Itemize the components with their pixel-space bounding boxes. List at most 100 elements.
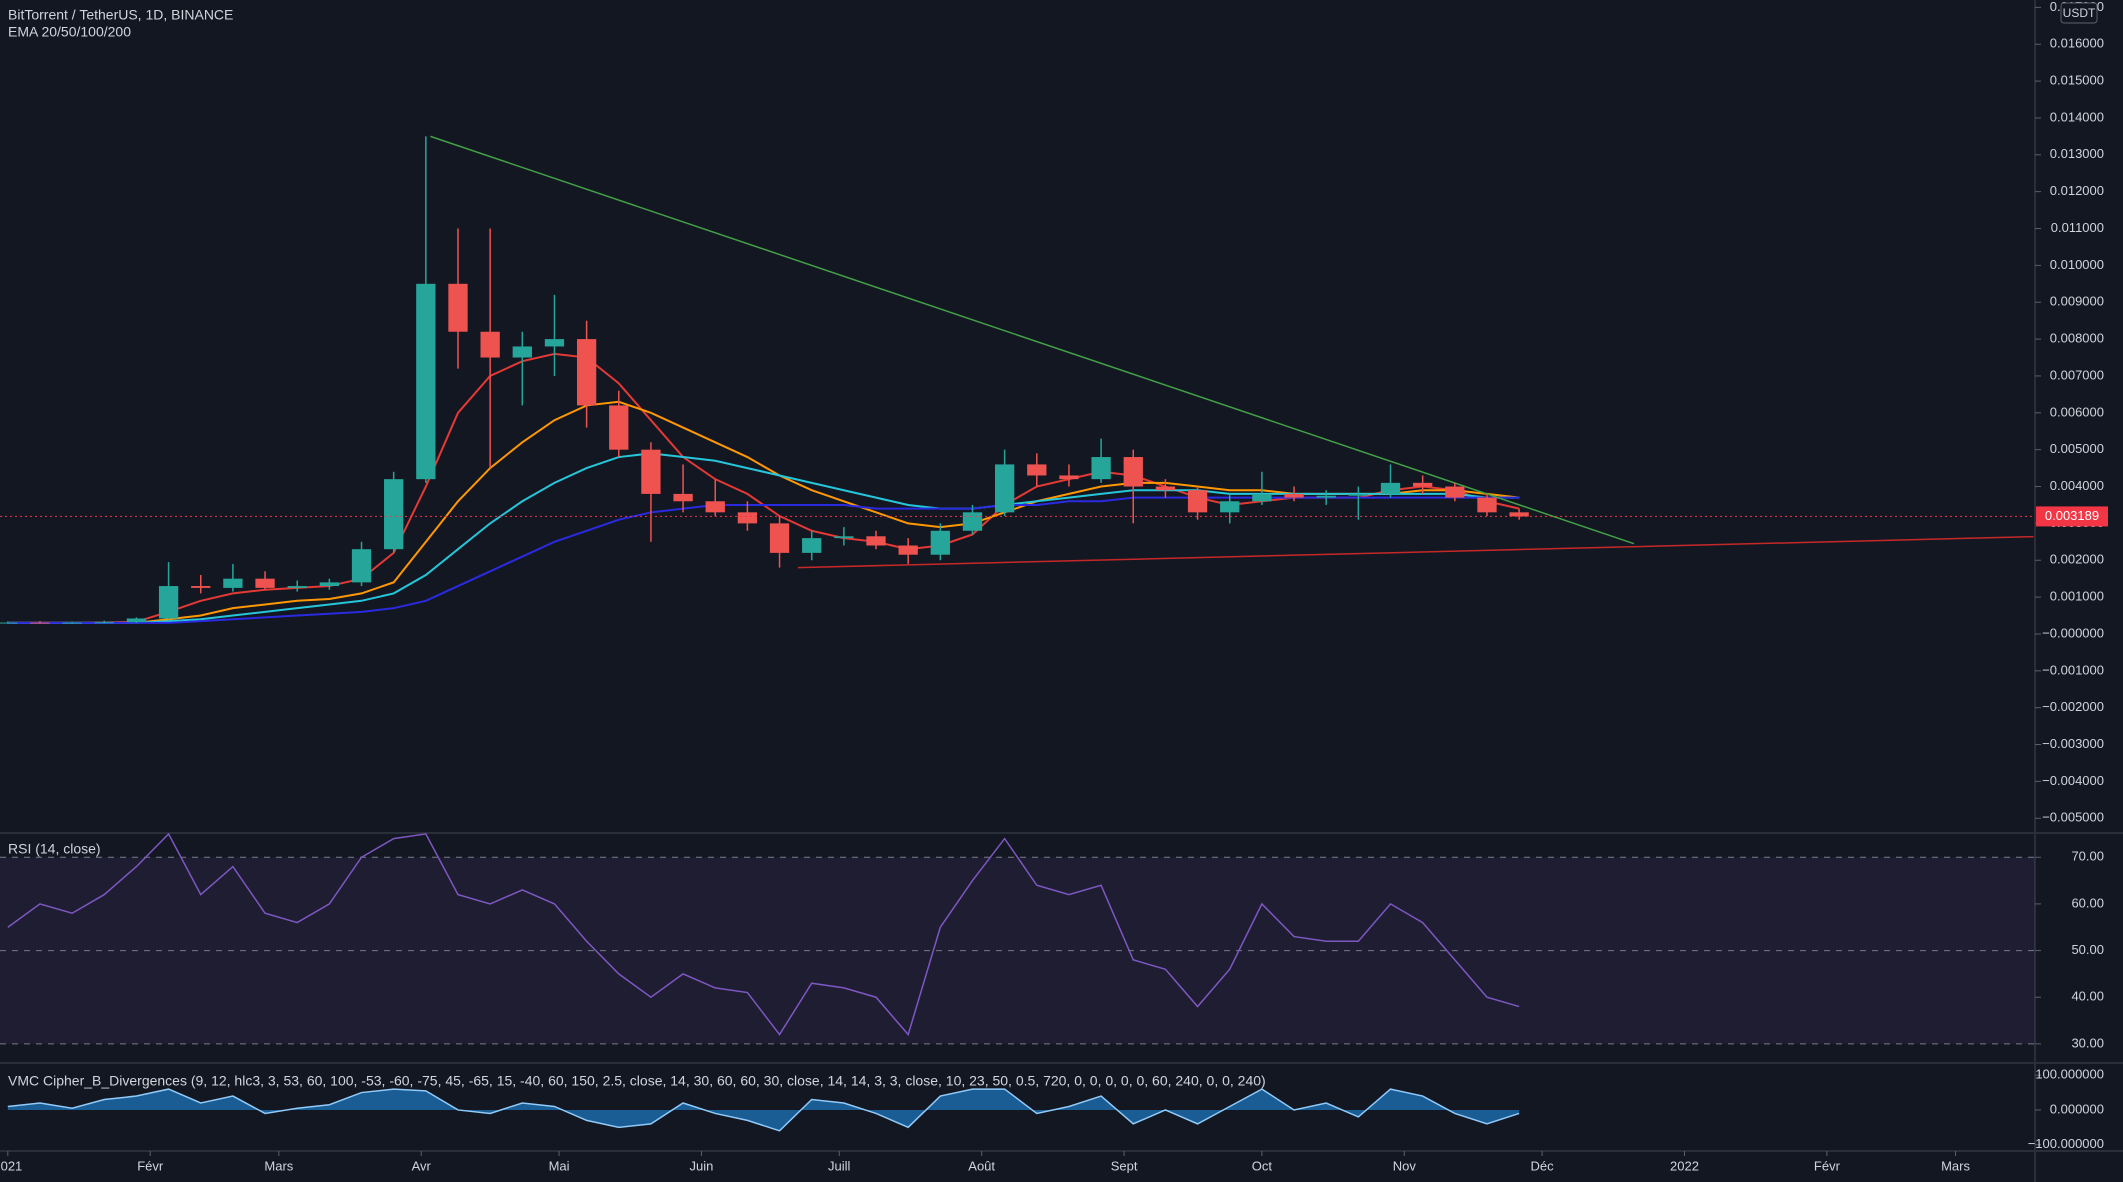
y-tick-label: −0.000000 [2042,625,2104,640]
y-tick-label: −0.003000 [2042,736,2104,751]
candle-body [1445,486,1465,498]
y-tick-label: 0.012000 [2050,183,2104,198]
pane [0,135,2034,624]
candle-body [1059,475,1079,480]
candle-body [866,536,886,546]
x-tick-label: Oct [1252,1158,1273,1173]
candle-body [834,536,854,539]
y-tick-label: 0.008000 [2050,331,2104,346]
candle-body [1348,493,1368,496]
candle-body [448,283,468,332]
y-tick-label: 70.00 [2071,849,2104,864]
x-tick-label: Févr [1814,1158,1841,1173]
candle-body [1123,457,1143,487]
candle-body [480,331,500,358]
candle-body [512,346,532,358]
candle-body [1027,464,1047,476]
y-tick-label: 0.007000 [2050,367,2104,382]
y-tick-label: −0.005000 [2042,810,2104,825]
candle-body [1509,512,1529,517]
y-tick-label: 0.006000 [2050,404,2104,419]
y-tick-label: 40.00 [2071,989,2104,1004]
candle-body [673,493,693,502]
y-tick-label: 0.013000 [2050,146,2104,161]
candle-body [319,582,340,587]
y-tick-label: 0.002000 [2050,552,2104,567]
y-tick-label: 0.010000 [2050,257,2104,272]
candle-body [544,339,565,347]
candle-body [1091,457,1111,480]
x-tick-label: 2022 [1670,1158,1699,1173]
last-price-label: 0.003189 [2045,508,2099,523]
indicator-title: VMC Cipher_B_Divergences (9, 12, hlc3, 3… [8,1073,1266,1089]
x-tick-label: Juill [828,1158,851,1173]
x-tick-label: Févr [137,1158,164,1173]
candle-body [158,586,179,619]
x-tick-label: Nov [1393,1158,1417,1173]
candle-body [30,622,50,624]
candle-body [351,549,372,583]
candle-body [1477,497,1497,513]
candle-body [384,479,404,550]
indicator-title: EMA 20/50/100/200 [8,24,131,40]
x-tick-label: Juin [690,1158,714,1173]
candle-body [416,283,436,480]
x-tick-label: Déc [1531,1158,1555,1173]
x-tick-label: Sept [1111,1158,1138,1173]
candle-body [287,586,307,588]
candle-body [94,622,114,624]
candle-body [898,545,918,555]
candle-body [1380,482,1401,494]
candle-body [1413,482,1433,487]
candle-body [576,339,597,406]
chart-title: BitTorrent / TetherUS, 1D, BINANCE [8,7,233,23]
pane [7,1088,1520,1132]
y-tick-label: −0.004000 [2042,773,2104,788]
candle-body [1316,495,1336,498]
candle-body [994,464,1015,513]
x-tick-label: Mai [549,1158,570,1173]
y-tick-label: −100.000000 [2028,1136,2104,1151]
trend-line [797,535,2034,569]
candle-body [962,512,983,531]
currency-label: USDT [2063,6,2096,20]
x-tick-label: Août [968,1158,995,1173]
candle-body [737,512,758,524]
y-tick-label: 0.004000 [2050,478,2104,493]
candle-body [930,530,950,555]
pane [0,833,2035,1045]
candle-body [1155,486,1176,491]
candle-body [641,449,661,494]
wave-line [7,1088,1520,1132]
y-tick-label: 0.015000 [2050,73,2104,88]
y-tick-label: 0.016000 [2050,36,2104,51]
currency-badge[interactable] [2060,2,2098,24]
y-tick-label: 100.000000 [2035,1067,2104,1082]
y-tick-label: 0.009000 [2050,294,2104,309]
candle-body [1252,493,1272,502]
indicator-title: RSI (14, close) [8,841,101,857]
candle-body [126,618,147,623]
candle-body [0,622,18,624]
y-tick-label: 0.005000 [2050,441,2104,456]
candle-body [62,622,82,624]
candle-body [1220,501,1240,513]
candle-body [223,578,243,588]
y-tick-label: 0.000000 [2050,1101,2104,1116]
candle-body [255,578,275,588]
x-tick-label: Avr [412,1158,432,1173]
y-tick-label: 0.001000 [2050,589,2104,604]
trend-line [430,135,1635,545]
candle-body [769,523,790,553]
x-tick-label: Mars [264,1158,293,1173]
candle-body [1187,490,1208,513]
y-tick-label: 0.014000 [2050,109,2104,124]
last-price-box [2036,506,2108,527]
y-tick-label: −0.002000 [2042,699,2104,714]
candle-body [191,586,211,588]
ema-line [7,400,1520,624]
x-tick-label: 2021 [0,1158,22,1173]
